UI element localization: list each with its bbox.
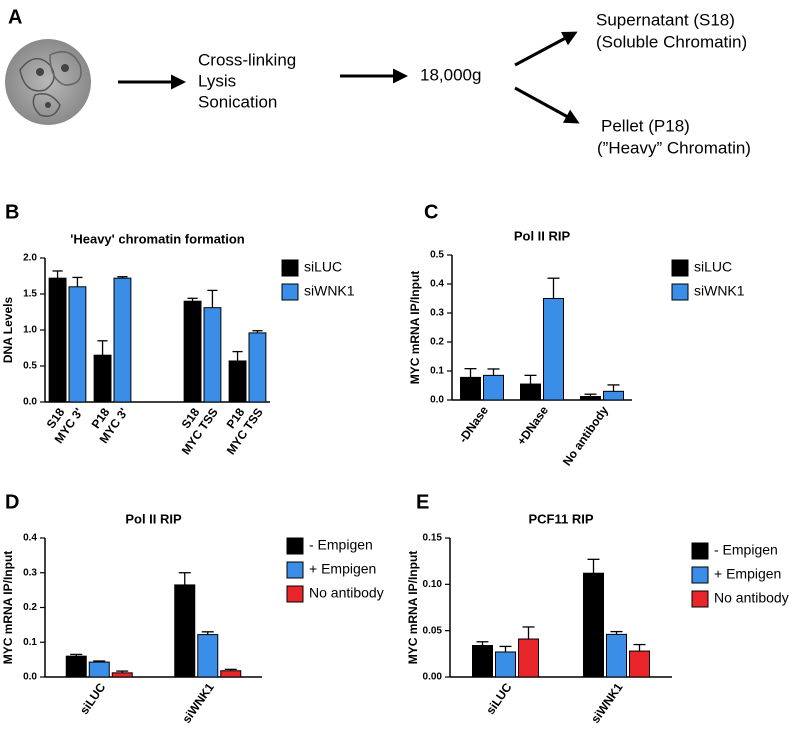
legend-swatch xyxy=(691,566,709,584)
arrow xyxy=(514,31,578,67)
bar xyxy=(220,670,242,678)
legend-swatch xyxy=(671,259,689,277)
bar xyxy=(65,655,87,678)
bar xyxy=(543,298,564,401)
legend-swatch xyxy=(286,585,304,603)
y-tick-label: 1.0 xyxy=(23,325,37,336)
panel-letter: A xyxy=(8,6,22,28)
bar xyxy=(629,650,650,678)
y-axis-label: MYC mRNA IP/Input xyxy=(406,551,420,665)
y-tick-label: 0.5 xyxy=(23,361,37,372)
legend-label: No antibody xyxy=(309,585,384,601)
bar xyxy=(197,634,219,678)
bar xyxy=(88,661,110,678)
y-axis-label: MYC mRNA IP/Input xyxy=(408,271,422,385)
x-tick-label: siLUC xyxy=(483,680,515,717)
chart-title: Pol II RIP xyxy=(125,511,182,526)
chart-title: PCF11 RIP xyxy=(528,511,593,526)
fraction-text: (Soluble Chromatin) xyxy=(596,32,747,51)
x-tick-label: -DNase xyxy=(456,403,491,445)
bar xyxy=(203,307,222,403)
bar xyxy=(483,374,504,401)
y-tick-label: 0.05 xyxy=(423,625,443,636)
y-tick-label: 0.3 xyxy=(430,308,444,319)
step-text: 18,000g xyxy=(420,65,481,84)
y-tick-label: 0.3 xyxy=(23,567,37,578)
y-axis-label: DNA Levels xyxy=(1,297,15,364)
chart-title: Pol II RIP xyxy=(514,228,571,243)
y-tick-label: 0.15 xyxy=(423,533,443,544)
step-text: Cross-linking xyxy=(198,50,296,69)
bar xyxy=(518,638,539,678)
legend-swatch xyxy=(671,283,689,301)
legend-label: - Empigen xyxy=(714,542,778,558)
y-tick-label: 0.0 xyxy=(23,397,37,408)
x-tick-label: No antibody xyxy=(560,403,611,468)
legend-label: - Empigen xyxy=(309,537,373,553)
panel-letter: B xyxy=(5,201,19,223)
legend-swatch xyxy=(691,542,709,560)
x-tick-label: siWNK1 xyxy=(588,680,626,725)
panel-letter: C xyxy=(424,201,438,223)
fraction-text: Pellet (P18) xyxy=(601,116,690,135)
y-tick-label: 0.1 xyxy=(23,637,37,648)
y-tick-label: 0.4 xyxy=(430,279,444,290)
bar xyxy=(48,277,67,403)
y-tick-label: 0.00 xyxy=(423,672,443,683)
legend-swatch xyxy=(281,283,299,301)
legend-label: siLUC xyxy=(304,259,342,275)
bar xyxy=(495,651,516,678)
panel-letter: E xyxy=(416,491,429,513)
legend-swatch xyxy=(281,259,299,277)
legend-label: No antibody xyxy=(714,590,789,606)
y-tick-label: 0.1 xyxy=(430,366,444,377)
bar xyxy=(174,584,196,678)
y-tick-label: 0.0 xyxy=(430,395,444,406)
bar xyxy=(113,277,132,403)
bar xyxy=(520,383,541,401)
fraction-text: Supernatant (S18) xyxy=(596,10,735,29)
bar xyxy=(68,286,87,403)
x-tick-label: +DNase xyxy=(514,403,551,448)
y-tick-label: 1.5 xyxy=(23,289,37,300)
step-text: Lysis xyxy=(198,71,236,90)
step-text: Sonication xyxy=(198,92,277,111)
y-tick-label: 0.0 xyxy=(23,672,37,683)
y-tick-label: 0.2 xyxy=(430,337,444,348)
y-tick-label: 0.2 xyxy=(23,602,37,613)
bar xyxy=(460,376,481,401)
legend-swatch xyxy=(691,590,709,608)
bar xyxy=(183,300,202,403)
bar xyxy=(111,672,133,678)
legend-swatch xyxy=(286,537,304,555)
y-tick-label: 0.5 xyxy=(430,250,444,261)
y-tick-label: 0.4 xyxy=(23,533,37,544)
chart-title: 'Heavy' chromatin formation xyxy=(70,231,245,246)
legend-swatch xyxy=(286,561,304,579)
bar xyxy=(228,360,247,403)
bar xyxy=(606,633,627,678)
bar xyxy=(580,396,601,401)
y-tick-label: 0.10 xyxy=(423,579,443,590)
y-tick-label: 2.0 xyxy=(23,253,37,264)
legend-label: + Empigen xyxy=(309,561,376,577)
legend-label: siWNK1 xyxy=(694,283,745,299)
legend-label: siLUC xyxy=(694,259,732,275)
cell-image xyxy=(5,39,91,125)
bar xyxy=(603,390,624,401)
bar xyxy=(248,332,267,403)
bar xyxy=(583,572,604,678)
legend-label: siWNK1 xyxy=(304,283,355,299)
fraction-text: (”Heavy” Chromatin) xyxy=(597,138,751,157)
y-axis-label: MYC mRNA IP/Input xyxy=(1,551,15,665)
bar xyxy=(472,644,493,678)
legend-label: + Empigen xyxy=(714,566,781,582)
x-tick-label: siWNK1 xyxy=(179,680,217,725)
bar xyxy=(93,354,112,403)
x-tick-label: siLUC xyxy=(77,680,109,717)
panel-letter: D xyxy=(5,491,19,513)
arrow xyxy=(514,86,580,124)
